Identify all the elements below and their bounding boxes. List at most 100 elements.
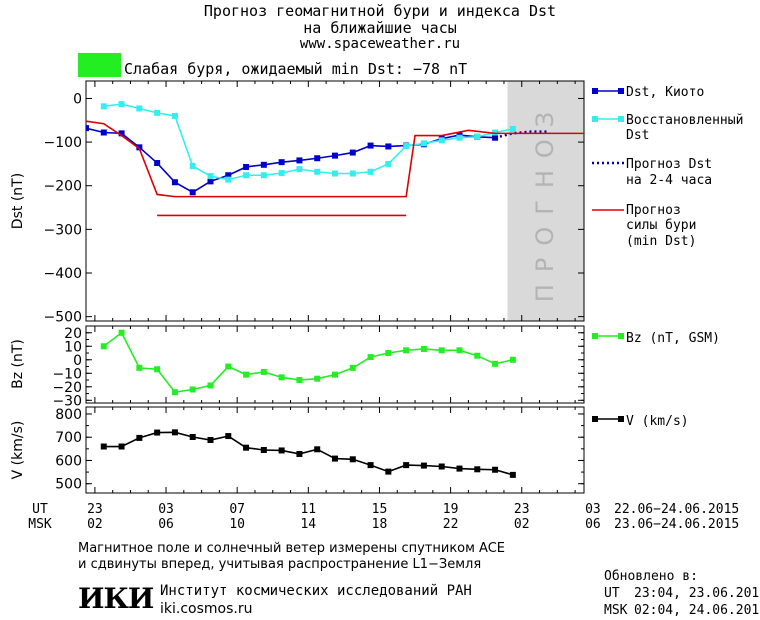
legend-marker-bz xyxy=(592,333,598,339)
data-point-dst xyxy=(492,129,499,136)
data-point-bz xyxy=(278,374,285,381)
legend-label-dst-forecast-2: на 2-4 часа xyxy=(626,173,712,188)
data-point-dst xyxy=(296,166,303,173)
data-point-bz xyxy=(260,368,267,375)
data-point-v xyxy=(385,468,392,475)
data-point-dst xyxy=(332,152,338,159)
data-point-bz xyxy=(474,352,481,359)
legend-marker-restored-dst xyxy=(592,116,598,122)
legend-marker-bz xyxy=(618,333,624,339)
data-point-bz xyxy=(189,386,196,393)
data-point-bz xyxy=(100,343,107,350)
data-point-v xyxy=(509,471,516,478)
data-point-dst xyxy=(100,103,107,110)
series-line-dst-2 xyxy=(494,130,549,139)
y-tick-label: −100 xyxy=(44,135,82,151)
x-tick-label-ut: 03 xyxy=(158,502,174,517)
data-point-bz xyxy=(420,345,427,352)
chart-title: Прогноз геомагнитной бури и индекса Dst xyxy=(203,2,557,20)
legend-label-bz: Bz (nT, GSM) xyxy=(626,331,720,346)
series-line-dst-0 xyxy=(86,127,496,194)
data-point-dst xyxy=(189,163,196,170)
data-point-dst xyxy=(420,140,427,147)
x-tick-label-msk: 14 xyxy=(300,517,316,532)
y-tick-label: −400 xyxy=(44,266,82,282)
data-point-dst xyxy=(456,134,463,141)
x-tick-label-ut: 07 xyxy=(229,502,245,517)
series-line-v-0 xyxy=(103,431,514,476)
y-tick-label: −500 xyxy=(44,310,82,326)
legend-marker-restored-dst xyxy=(618,116,624,122)
data-point-dst xyxy=(118,101,125,108)
data-point-bz xyxy=(456,347,463,354)
data-point-dst xyxy=(243,163,250,170)
updated-ut-time: 23:04, 23.06.2015 xyxy=(634,586,760,601)
y-tick-label: −20 xyxy=(52,380,82,396)
data-point-v xyxy=(438,463,445,470)
x-tick-label-msk: 02 xyxy=(87,517,103,532)
ut-date-range: 22.06−24.06.2015 xyxy=(614,502,739,517)
data-point-dst xyxy=(207,178,214,185)
series-line-dst-3 xyxy=(86,120,584,198)
y-tick-label: 0 xyxy=(73,353,82,369)
x-tick-label-msk: 02 xyxy=(514,517,530,532)
legend-label-storm-forecast-3: (min Dst) xyxy=(626,234,696,249)
data-point-bz xyxy=(349,364,356,371)
data-point-dst xyxy=(154,109,161,116)
data-point-v xyxy=(492,466,499,473)
data-point-v xyxy=(420,462,427,469)
y-tick-label: 500 xyxy=(55,477,82,493)
panel-frame-dst xyxy=(85,80,585,322)
data-point-v xyxy=(296,450,303,457)
y-tick-label: −10 xyxy=(52,366,82,382)
data-point-bz xyxy=(367,354,374,361)
data-point-dst xyxy=(278,159,285,166)
y-tick-label: −30 xyxy=(52,393,82,409)
x-tick-label-msk: 18 xyxy=(372,517,388,532)
legend-marker-dst-kyoto xyxy=(592,88,598,94)
data-point-v xyxy=(100,443,107,450)
x-tick-label-ut: 23 xyxy=(514,502,530,517)
data-point-bz xyxy=(492,360,499,367)
series-line-bz-0 xyxy=(103,331,514,394)
data-point-dst xyxy=(314,155,321,162)
x-tick-label-msk: 06 xyxy=(585,517,601,532)
legend-label-storm-forecast: Прогноз xyxy=(626,203,681,218)
data-point-dst xyxy=(260,172,267,179)
legend-marker-dst-kyoto xyxy=(618,88,624,94)
data-point-v xyxy=(367,462,374,469)
measurement-note-line1: Магнитное поле и солнечный ветер измерен… xyxy=(78,541,506,556)
ut-row-label: UT xyxy=(32,502,48,517)
data-point-v xyxy=(456,465,463,472)
data-point-dst xyxy=(367,142,374,149)
institute-url[interactable]: iki.cosmos.ru xyxy=(160,601,253,617)
data-point-dst xyxy=(243,172,250,179)
storm-status-text: Слабая буря, ожидаемый min Dst: −78 nT xyxy=(124,60,468,78)
data-point-dst xyxy=(367,168,374,175)
storm-status-indicator xyxy=(78,53,121,77)
data-point-bz xyxy=(509,356,516,363)
x-tick-label-ut: 11 xyxy=(300,502,316,517)
website-link[interactable]: www.spaceweather.ru xyxy=(299,36,461,52)
x-tick-label-ut: 03 xyxy=(585,502,601,517)
data-point-dst xyxy=(171,112,178,119)
data-point-bz xyxy=(136,364,143,371)
forecast-region-label: ПРОГНОЗ xyxy=(531,100,559,302)
data-point-v xyxy=(278,447,285,454)
data-point-dst xyxy=(86,125,89,132)
measurement-note-line2: и сдвинуты вперед, учитывая распростране… xyxy=(78,557,482,572)
x-tick-label-ut: 23 xyxy=(87,502,103,517)
data-point-v xyxy=(260,447,267,453)
data-point-v xyxy=(118,443,125,450)
data-point-bz xyxy=(225,363,232,370)
data-point-dst xyxy=(509,126,516,132)
data-point-v xyxy=(154,429,161,436)
x-tick-label-msk: 10 xyxy=(229,517,245,532)
y-tick-label: −300 xyxy=(44,222,82,238)
data-point-dst xyxy=(314,168,321,175)
data-point-bz xyxy=(438,347,445,354)
y-tick-label: 0 xyxy=(73,91,82,107)
data-point-v xyxy=(474,466,481,473)
data-point-dst xyxy=(136,105,143,112)
